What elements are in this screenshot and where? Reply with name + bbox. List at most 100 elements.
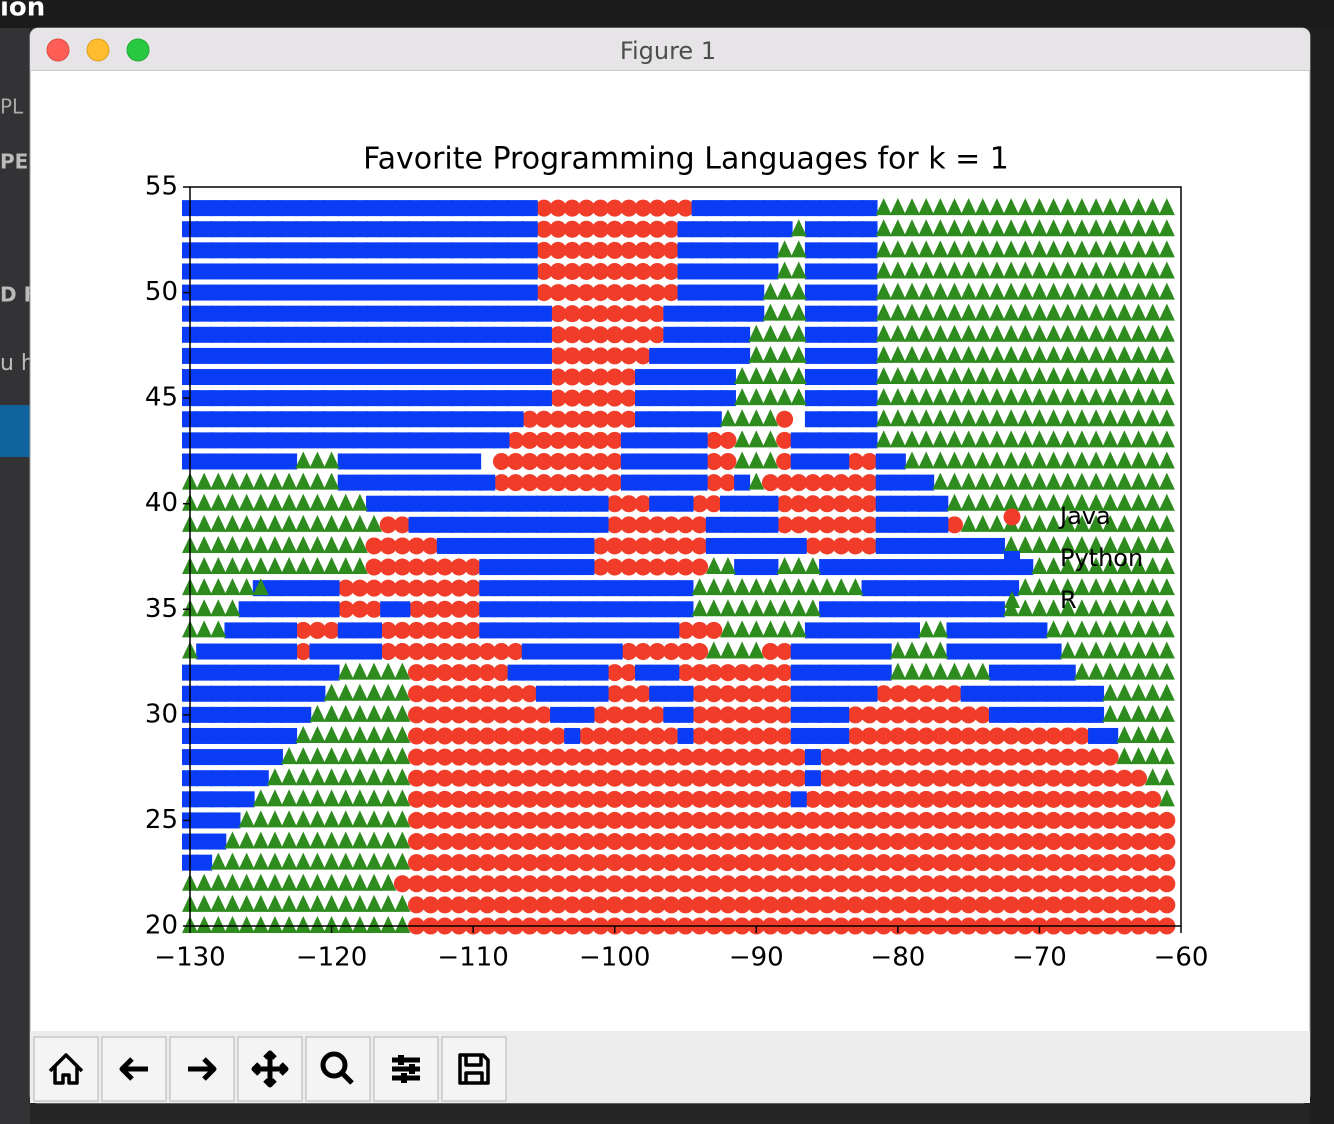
marker bbox=[748, 388, 765, 406]
toolbar-button[interactable] bbox=[169, 1036, 235, 1102]
marker bbox=[380, 810, 397, 828]
marker bbox=[550, 706, 567, 723]
marker bbox=[606, 431, 624, 449]
marker-run bbox=[408, 833, 1176, 851]
marker bbox=[762, 578, 779, 596]
marker bbox=[564, 706, 581, 723]
marker bbox=[733, 790, 751, 808]
marker bbox=[945, 833, 963, 851]
marker bbox=[974, 198, 991, 216]
marker bbox=[1116, 641, 1133, 659]
marker bbox=[521, 221, 538, 238]
marker-run bbox=[790, 453, 850, 470]
marker-run bbox=[393, 875, 1176, 893]
marker-run bbox=[1045, 620, 1175, 638]
marker bbox=[436, 790, 454, 808]
minimize-button[interactable] bbox=[86, 38, 110, 62]
marker bbox=[563, 368, 581, 386]
marker bbox=[833, 601, 850, 618]
marker bbox=[804, 622, 821, 639]
marker bbox=[309, 873, 326, 891]
marker bbox=[677, 621, 694, 639]
marker bbox=[1073, 769, 1091, 787]
close-button[interactable] bbox=[46, 38, 70, 62]
toolbar-button[interactable] bbox=[237, 1036, 303, 1102]
marker bbox=[847, 559, 864, 576]
marker bbox=[663, 706, 680, 723]
marker bbox=[337, 662, 354, 680]
marker bbox=[436, 453, 453, 470]
marker bbox=[1017, 451, 1034, 469]
marker bbox=[620, 896, 638, 914]
toolbar-button[interactable] bbox=[441, 1036, 507, 1102]
marker bbox=[380, 263, 397, 280]
marker bbox=[705, 748, 723, 766]
marker bbox=[422, 833, 440, 851]
marker bbox=[1003, 535, 1020, 553]
marker bbox=[535, 474, 553, 492]
marker bbox=[1158, 768, 1175, 786]
marker bbox=[804, 896, 822, 914]
marker bbox=[889, 641, 906, 659]
marker bbox=[380, 242, 397, 259]
title-bar bbox=[30, 28, 1310, 70]
marker bbox=[1101, 875, 1119, 893]
marker bbox=[705, 242, 722, 259]
marker bbox=[224, 622, 241, 639]
marker bbox=[804, 685, 821, 702]
marker bbox=[662, 833, 680, 851]
marker bbox=[875, 282, 892, 300]
marker bbox=[493, 537, 510, 554]
marker bbox=[649, 495, 666, 512]
marker bbox=[450, 411, 467, 428]
marker bbox=[790, 769, 808, 787]
marker bbox=[691, 769, 709, 787]
marker bbox=[677, 495, 694, 512]
marker bbox=[465, 537, 482, 554]
toolbar-button[interactable] bbox=[33, 1036, 99, 1102]
marker bbox=[1031, 557, 1048, 575]
zoom-button[interactable] bbox=[126, 38, 150, 62]
marker bbox=[592, 347, 610, 365]
marker bbox=[818, 896, 836, 914]
marker bbox=[323, 916, 340, 933]
marker bbox=[719, 811, 737, 829]
marker bbox=[1016, 833, 1034, 851]
marker bbox=[592, 389, 610, 407]
marker bbox=[974, 303, 991, 321]
marker bbox=[932, 345, 949, 363]
marker bbox=[295, 535, 312, 553]
toolbar-button[interactable] bbox=[101, 1036, 167, 1102]
marker bbox=[408, 600, 426, 618]
marker bbox=[422, 727, 440, 745]
marker bbox=[408, 685, 426, 703]
marker bbox=[549, 474, 567, 492]
marker bbox=[634, 516, 652, 534]
marker bbox=[761, 664, 779, 682]
marker bbox=[960, 790, 978, 808]
marker bbox=[1059, 324, 1076, 342]
marker bbox=[1087, 833, 1105, 851]
marker bbox=[393, 579, 411, 597]
marker bbox=[210, 347, 227, 364]
marker bbox=[210, 578, 227, 596]
toolbar-button[interactable] bbox=[305, 1036, 371, 1102]
marker bbox=[648, 875, 666, 893]
marker bbox=[1102, 261, 1119, 279]
toolbar-button[interactable] bbox=[373, 1036, 439, 1102]
marker bbox=[465, 474, 482, 491]
marker bbox=[408, 664, 426, 682]
marker bbox=[1144, 514, 1161, 532]
marker bbox=[492, 854, 510, 872]
marker bbox=[1088, 685, 1105, 702]
marker bbox=[393, 643, 411, 661]
marker bbox=[578, 559, 595, 576]
marker bbox=[507, 537, 524, 554]
marker bbox=[563, 854, 581, 872]
marker bbox=[1144, 599, 1161, 617]
marker bbox=[408, 875, 426, 893]
marker-run bbox=[818, 748, 1119, 766]
marker bbox=[663, 326, 680, 343]
marker bbox=[493, 263, 510, 280]
marker bbox=[875, 896, 893, 914]
